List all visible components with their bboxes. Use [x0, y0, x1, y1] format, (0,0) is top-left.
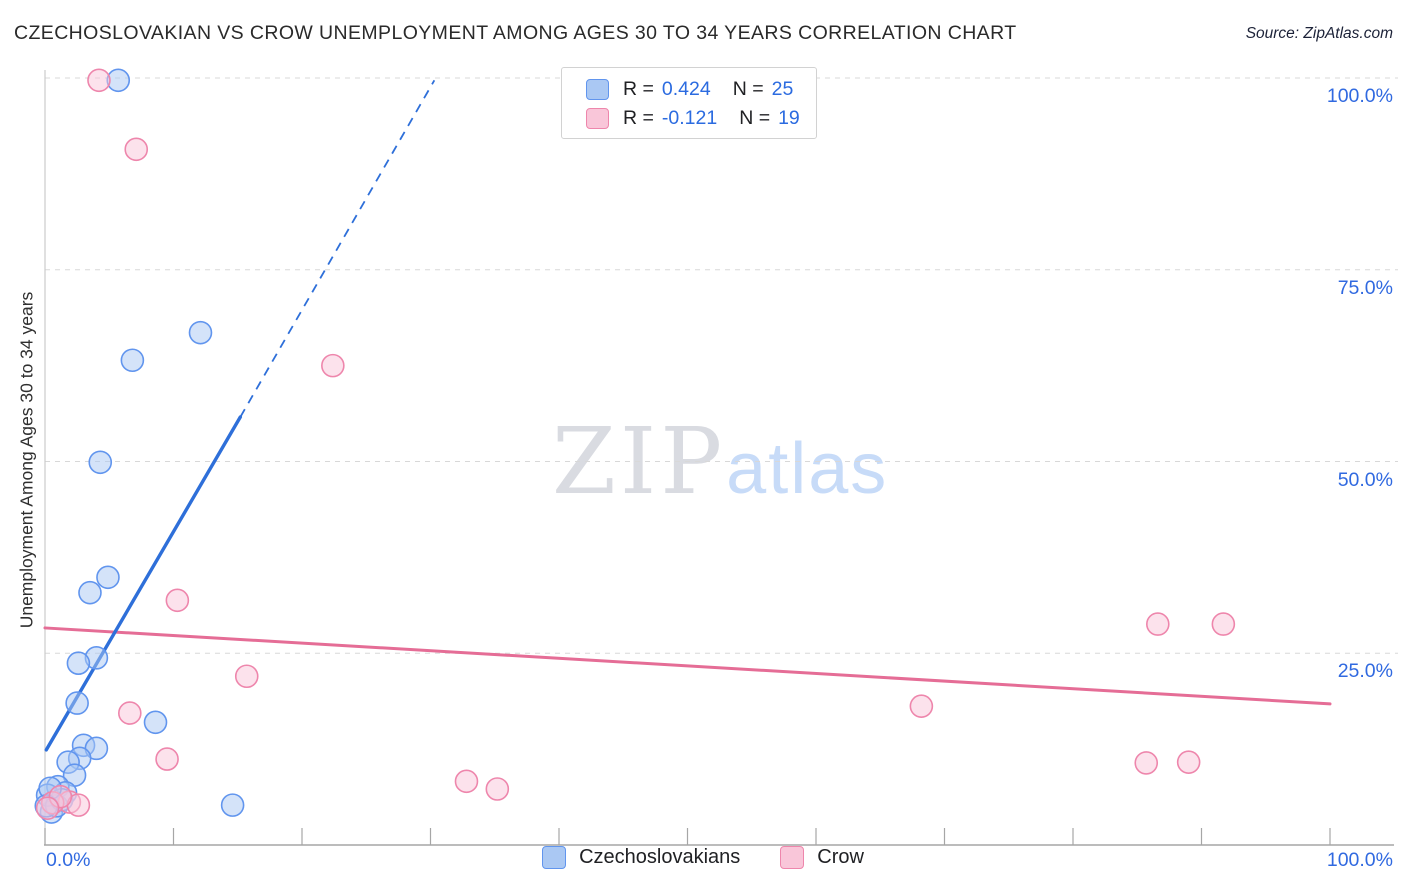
- scatter-point-czechoslovakians[interactable]: [88, 450, 113, 475]
- y-tick-label: 25.0%: [1337, 660, 1393, 683]
- scatter-point-crow[interactable]: [124, 137, 149, 162]
- scatter-point-crow[interactable]: [1211, 612, 1236, 636]
- n-value: 19: [778, 106, 800, 129]
- czechoslovakians-trend-line-extrapolated: [239, 79, 436, 418]
- scatter-point-czechoslovakians[interactable]: [220, 793, 245, 817]
- n-prefix: N =: [732, 77, 764, 100]
- crow-swatch-icon: [780, 846, 805, 869]
- crow-swatch-icon: [586, 107, 609, 129]
- y-tick-label: 75.0%: [1337, 276, 1393, 299]
- scatter-point-crow[interactable]: [234, 664, 259, 689]
- source-label: Source: ZipAtlas.com: [1245, 25, 1393, 42]
- scatter-point-czechoslovakians[interactable]: [188, 320, 213, 345]
- scatter-point-crow[interactable]: [118, 701, 142, 725]
- legend-item-label: Czechoslovakians: [579, 846, 741, 868]
- scatter-point-czechoslovakians[interactable]: [78, 580, 102, 605]
- scatter-point-crow[interactable]: [1176, 750, 1201, 774]
- scatter-point-czechoslovakians[interactable]: [96, 565, 120, 590]
- y-tick-label: 100.0%: [1326, 85, 1393, 107]
- r-prefix: R =: [623, 77, 654, 100]
- legend-item-czechoslovakians[interactable]: Czechoslovakians: [542, 846, 740, 869]
- r-prefix: R =: [623, 106, 654, 129]
- scatter-point-crow[interactable]: [35, 796, 60, 820]
- scatter-point-crow[interactable]: [909, 694, 934, 718]
- x-axis-min-label: 0.0%: [46, 849, 91, 871]
- czechoslovakians-swatch-icon: [586, 78, 609, 100]
- scatter-point-crow[interactable]: [485, 777, 510, 801]
- page-title: CZECHOSLOVAKIAN VS CROW UNEMPLOYMENT AMO…: [14, 22, 1017, 44]
- scatter-point-crow[interactable]: [165, 588, 190, 613]
- legend-item-crow[interactable]: Crow: [780, 846, 864, 869]
- legend-row-crow: R = -0.121 N = 19: [586, 105, 802, 131]
- scatter-point-crow[interactable]: [321, 353, 345, 378]
- legend-row-czechoslovakians: R = 0.424 N = 25: [586, 76, 802, 102]
- watermark-atlas: atlas: [726, 429, 889, 509]
- series-legend: Czechoslovakians Crow: [0, 846, 1406, 869]
- r-value: 0.424: [661, 77, 711, 100]
- crow-trend-line: [43, 626, 1332, 706]
- y-axis-title: Unemployment Among Ages 30 to 34 years: [16, 291, 37, 629]
- n-prefix: N =: [739, 106, 771, 129]
- scatter-point-czechoslovakians[interactable]: [65, 691, 89, 715]
- y-tick-label: 50.0%: [1337, 468, 1393, 491]
- scatter-point-crow[interactable]: [454, 769, 479, 794]
- scatter-point-czechoslovakians[interactable]: [66, 651, 91, 676]
- r-value: -0.121: [661, 106, 718, 129]
- legend-item-label: Crow: [817, 846, 864, 868]
- czechoslovakians-swatch-icon: [542, 846, 567, 869]
- scatter-point-crow[interactable]: [1146, 612, 1170, 636]
- n-value: 25: [771, 77, 794, 100]
- watermark: ZIP atlas: [552, 408, 888, 515]
- correlation-legend: R = 0.424 N = 25 R = -0.121 N = 19: [561, 67, 817, 139]
- scatter-point-crow[interactable]: [87, 68, 111, 93]
- scatter-point-crow[interactable]: [1134, 751, 1159, 775]
- scatter-point-czechoslovakians[interactable]: [143, 710, 168, 735]
- scatter-point-crow[interactable]: [155, 747, 179, 771]
- scatter-point-czechoslovakians[interactable]: [120, 348, 145, 373]
- x-axis-max-label: 100.0%: [1326, 849, 1393, 871]
